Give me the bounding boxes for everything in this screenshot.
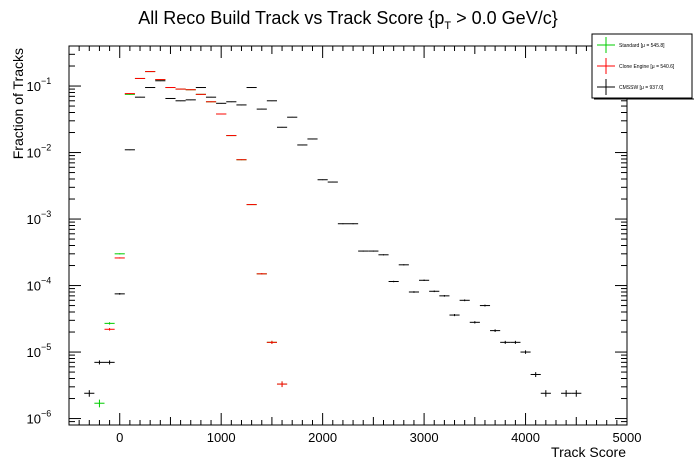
y-tick-exponent: −6 [41,409,51,419]
x-tick-label: 2000 [308,430,337,445]
chart-title-end: > 0.0 GeV/c} [451,8,558,28]
chart-title-main: All Reco Build Track vs Track Score {p [138,8,444,28]
y-tick-label: 10 [27,412,41,427]
legend-label: Clone Engine [μ = 540.6] [619,64,675,70]
chart-title: All Reco Build Track vs Track Score {pT … [138,8,557,32]
series-0 [94,71,288,408]
y-tick-exponent: −4 [41,276,51,286]
chart-title-subscript: T [444,20,451,32]
y-tick-exponent: −3 [41,209,51,219]
y-tick-exponent: −5 [41,342,51,352]
x-tick-label: 4000 [511,430,540,445]
x-axis-title: Track Score [551,444,626,460]
series-2 [84,80,582,397]
series-group [84,71,582,408]
plot-frame [68,45,628,426]
x-tick-label: 3000 [410,430,439,445]
legend-label: CMSSW [μ = 937.0] [619,85,664,91]
y-tick-exponent: −2 [41,143,51,153]
y-tick-label: 10 [27,212,41,227]
legend: Standard [μ = 545.8] Clone Engine [μ = 54… [591,33,694,100]
x-tick-label: 5000 [613,430,642,445]
series-1 [104,71,288,388]
legend-label: Standard [μ = 545.8] [619,43,665,49]
y-tick-label: 10 [27,345,41,360]
y-axis-title: Fraction of Tracks [10,48,26,159]
x-tick-label: 1000 [207,430,236,445]
y-tick-label: 10 [27,146,41,161]
x-tick-label: 0 [116,430,123,445]
y-tick-exponent: −1 [41,76,51,86]
plot-frame-group [68,45,628,426]
y-tick-label: 10 [27,79,41,94]
y-tick-label: 10 [27,279,41,294]
